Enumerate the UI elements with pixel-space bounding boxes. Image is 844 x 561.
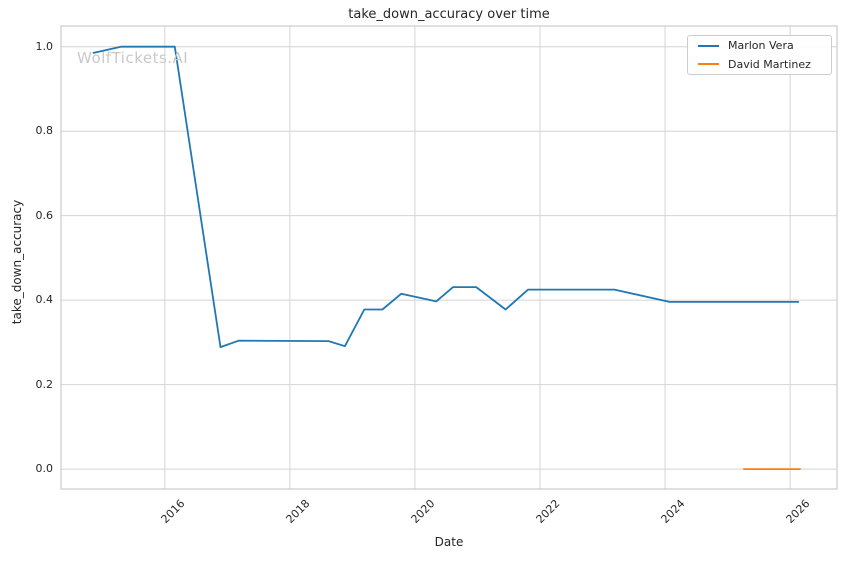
y-tick-label: 0.8 <box>35 124 54 138</box>
y-axis-label: take_down_accuracy <box>10 199 24 325</box>
legend-item: Marlon Vera <box>698 38 823 54</box>
chart-title: take_down_accuracy over time <box>348 7 550 22</box>
y-tick-label: 1.0 <box>35 39 54 53</box>
legend-label: David Martinez <box>728 57 811 71</box>
y-tick-label: 0.4 <box>35 293 54 307</box>
y-tick-label: 0.2 <box>35 377 54 391</box>
watermark: WolfTickets.AI <box>77 49 189 67</box>
y-tick-label: 0.0 <box>35 462 54 476</box>
legend-line-swatch <box>698 44 719 47</box>
legend-label: Marlon Vera <box>728 39 794 53</box>
legend-item: David Martinez <box>698 57 823 73</box>
legend-line-swatch <box>698 63 719 66</box>
y-tick-label: 0.6 <box>35 208 54 222</box>
legend: Marlon Vera David Martinez <box>687 35 832 75</box>
axes-border <box>60 25 838 490</box>
series-line-marlon-vera <box>92 45 799 348</box>
x-axis-label: Date <box>434 535 464 549</box>
